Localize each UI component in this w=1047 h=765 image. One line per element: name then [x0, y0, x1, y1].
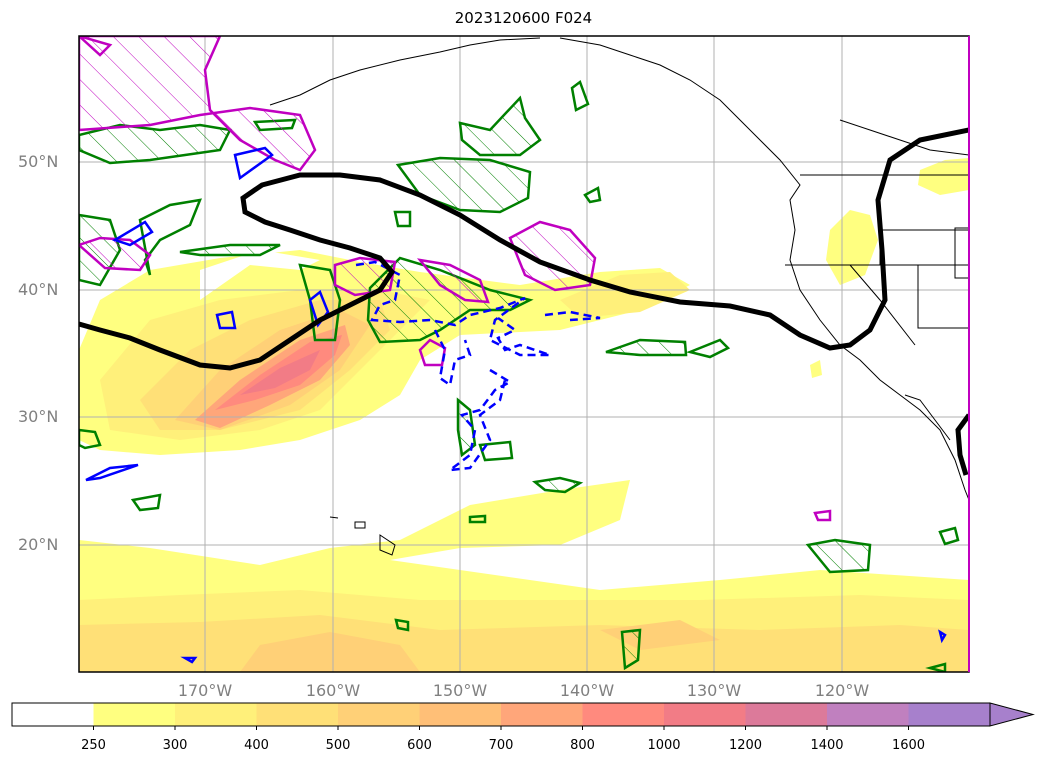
lon-label-120w: 120°W	[814, 681, 870, 700]
colorbar-segment	[501, 703, 583, 726]
colorbar-tick-label: 800	[570, 738, 595, 753]
colorbar-tick-label: 1400	[810, 738, 844, 753]
colorbar-segment	[582, 703, 665, 726]
coastlines	[269, 37, 969, 556]
blue-contours	[85, 146, 947, 664]
lat-label-30n: 30°N	[18, 407, 59, 426]
colorbar-segment	[93, 703, 176, 726]
colorbar-tick-label: 1000	[647, 738, 681, 753]
magenta-contours	[79, 36, 832, 522]
lon-label-130w: 130°W	[686, 681, 742, 700]
green-contours	[79, 79, 960, 672]
lon-label-150w: 150°W	[432, 681, 488, 700]
colorbar-segment	[664, 703, 746, 726]
colorbar-segment	[338, 703, 420, 726]
colorbar-segment	[175, 703, 257, 726]
colorbar-tick-label: 500	[325, 738, 351, 753]
lat-label-20n: 20°N	[18, 535, 59, 554]
colorbar-tick-label: 400	[244, 738, 269, 753]
colorbar-tick-label: 300	[162, 738, 188, 753]
map-title: 2023120600 F024	[454, 9, 593, 27]
colorbar-segment	[256, 703, 339, 726]
lon-label-140w: 140°W	[559, 681, 615, 700]
colorbar-segment	[12, 703, 94, 726]
colorbar-tick-label: 600	[407, 738, 432, 753]
lon-label-170w: 170°W	[177, 681, 233, 700]
colorbar-tick-label: 250	[81, 738, 106, 753]
colorbar-segment	[908, 703, 991, 726]
black-contours	[79, 127, 969, 476]
colorbar-extend-arrow	[989, 702, 1035, 727]
colorbar-segment	[745, 703, 828, 726]
lat-label-50n: 50°N	[18, 152, 59, 171]
colorbar	[11, 702, 1035, 730]
colorbar-segment	[827, 703, 909, 726]
lat-label-40n: 40°N	[18, 280, 59, 299]
colorbar-tick-label: 1200	[728, 738, 763, 753]
lon-label-160w: 160°W	[305, 681, 361, 700]
colorbar-tick-label: 700	[488, 738, 514, 753]
colorbar-segment	[419, 703, 502, 726]
colorbar-tick-label: 1600	[891, 738, 926, 753]
